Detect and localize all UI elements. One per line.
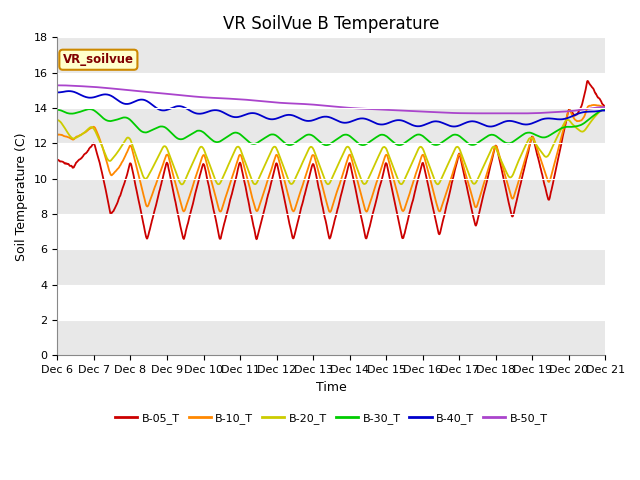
B-20_T: [54, 117, 61, 123]
Legend: B-05_T, B-10_T, B-20_T, B-30_T, B-40_T, B-50_T: B-05_T, B-10_T, B-20_T, B-30_T, B-40_T, …: [111, 408, 552, 429]
B-40_T: [163, 107, 170, 113]
B-20_T: [602, 106, 609, 112]
B-50_T: [237, 96, 245, 102]
B-20_T: [417, 144, 424, 150]
Line: B-30_T: B-30_T: [58, 109, 605, 145]
B-40_T: [65, 88, 73, 94]
B-30_T: [237, 132, 245, 138]
Text: VR_soilvue: VR_soilvue: [63, 53, 134, 66]
B-40_T: [537, 117, 545, 122]
Line: B-20_T: B-20_T: [58, 109, 605, 184]
B-50_T: [176, 92, 184, 98]
B-05_T: [602, 104, 609, 110]
Bar: [58, 320, 605, 355]
B-50_T: [537, 110, 545, 116]
B-10_T: [417, 156, 424, 162]
B-10_T: [54, 132, 61, 137]
B-30_T: [86, 106, 93, 112]
B-05_T: [417, 166, 424, 171]
Bar: [58, 179, 605, 214]
B-20_T: [537, 148, 545, 154]
B-50_T: [54, 83, 61, 88]
Line: B-10_T: B-10_T: [58, 105, 605, 212]
B-40_T: [54, 90, 61, 96]
B-10_T: [175, 195, 183, 201]
B-40_T: [489, 123, 497, 129]
B-10_T: [162, 153, 170, 159]
B-05_T: [162, 162, 170, 168]
B-50_T: [417, 108, 424, 114]
Title: VR SoilVue B Temperature: VR SoilVue B Temperature: [223, 15, 440, 33]
B-40_T: [486, 124, 494, 130]
B-10_T: [237, 152, 244, 158]
B-50_T: [55, 83, 63, 88]
B-05_T: [488, 156, 496, 161]
B-40_T: [417, 123, 424, 129]
Line: B-05_T: B-05_T: [58, 81, 605, 239]
B-05_T: [54, 157, 61, 163]
B-05_T: [175, 218, 183, 224]
B-05_T: [537, 166, 545, 171]
B-05_T: [237, 161, 244, 167]
B-10_T: [488, 153, 496, 159]
B-30_T: [537, 134, 545, 140]
B-20_T: [178, 181, 186, 187]
B-10_T: [537, 156, 545, 162]
B-30_T: [54, 107, 61, 113]
B-40_T: [237, 113, 245, 119]
B-40_T: [176, 103, 184, 109]
B-05_T: [584, 78, 591, 84]
B-50_T: [602, 104, 609, 110]
B-10_T: [326, 209, 334, 215]
Line: B-50_T: B-50_T: [58, 85, 605, 113]
Bar: [58, 250, 605, 285]
B-30_T: [322, 142, 330, 148]
B-50_T: [488, 110, 496, 116]
X-axis label: Time: Time: [316, 381, 347, 394]
B-30_T: [163, 125, 170, 131]
Bar: [58, 37, 605, 72]
B-20_T: [162, 144, 170, 150]
B-10_T: [602, 105, 609, 111]
B-20_T: [175, 179, 183, 184]
B-20_T: [488, 144, 496, 150]
Line: B-40_T: B-40_T: [58, 91, 605, 127]
Y-axis label: Soil Temperature (C): Soil Temperature (C): [15, 132, 28, 261]
B-50_T: [163, 91, 170, 96]
B-30_T: [176, 136, 184, 142]
B-05_T: [253, 236, 260, 242]
B-30_T: [489, 132, 497, 138]
B-10_T: [590, 102, 598, 108]
B-20_T: [237, 148, 245, 154]
Bar: [58, 108, 605, 144]
B-50_T: [522, 110, 530, 116]
B-30_T: [417, 132, 425, 138]
B-40_T: [602, 108, 609, 113]
B-30_T: [602, 107, 609, 112]
